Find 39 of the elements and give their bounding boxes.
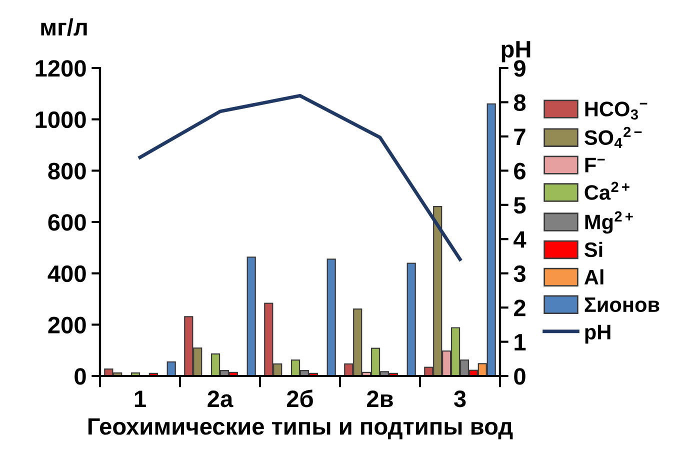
bar: [406, 262, 416, 376]
y-tick-label: 1200: [36, 60, 86, 77]
y2-tick-label: 3: [514, 265, 526, 282]
y2-tick-label: 6: [514, 162, 526, 180]
legend-label: F$^{−}$: [585, 158, 605, 172]
y2-tick-label: 4: [514, 231, 526, 248]
x-tick-label: 2в: [366, 390, 393, 407]
x-tick-label: 1: [134, 390, 146, 407]
bar: [166, 361, 176, 376]
legend-label: SO$_{4}$$^{2−}$: [584, 126, 642, 148]
y-axis-title: мг/л: [41, 18, 87, 36]
legend-label: Al: [584, 269, 604, 284]
y2-tick-label: 7: [514, 128, 526, 145]
x-tick-label: 2б: [286, 390, 313, 408]
y2-tick-label: 5: [514, 197, 526, 214]
line-series: [138, 94, 462, 262]
y2-tick-label: 1: [514, 334, 526, 350]
legend-label: Σионов: [584, 297, 660, 312]
y2-tick-label: 8: [514, 94, 526, 112]
y-tick-label: 400: [48, 265, 86, 282]
x-tick-label: 3: [454, 390, 466, 408]
y-tick-label: 1000: [36, 111, 86, 128]
bar: [326, 258, 336, 376]
y2-tick-label: 0: [514, 368, 526, 385]
x-tick-label: 2а: [208, 390, 234, 408]
y-tick-label: 200: [48, 316, 86, 334]
y2-tick-label: 2: [514, 300, 526, 316]
legend-label: HCO$_{3}$$^{−}$: [585, 102, 648, 120]
y-tick-label: 800: [48, 162, 86, 180]
y2-tick-label: 9: [514, 60, 526, 77]
y2-axis-title: pH: [502, 41, 530, 62]
legend-label: Si: [584, 242, 602, 258]
bar: [246, 256, 256, 376]
legend-label: Ca$^{2+}$: [584, 182, 630, 200]
y-tick-label: 600: [48, 214, 86, 231]
legend-label: pH: [585, 324, 610, 344]
x-axis-title: Геохимические типы и подтипы вод: [88, 418, 513, 440]
legend-label: Mg$^{2+}$: [585, 211, 633, 234]
y-tick-label: 0: [74, 368, 86, 385]
